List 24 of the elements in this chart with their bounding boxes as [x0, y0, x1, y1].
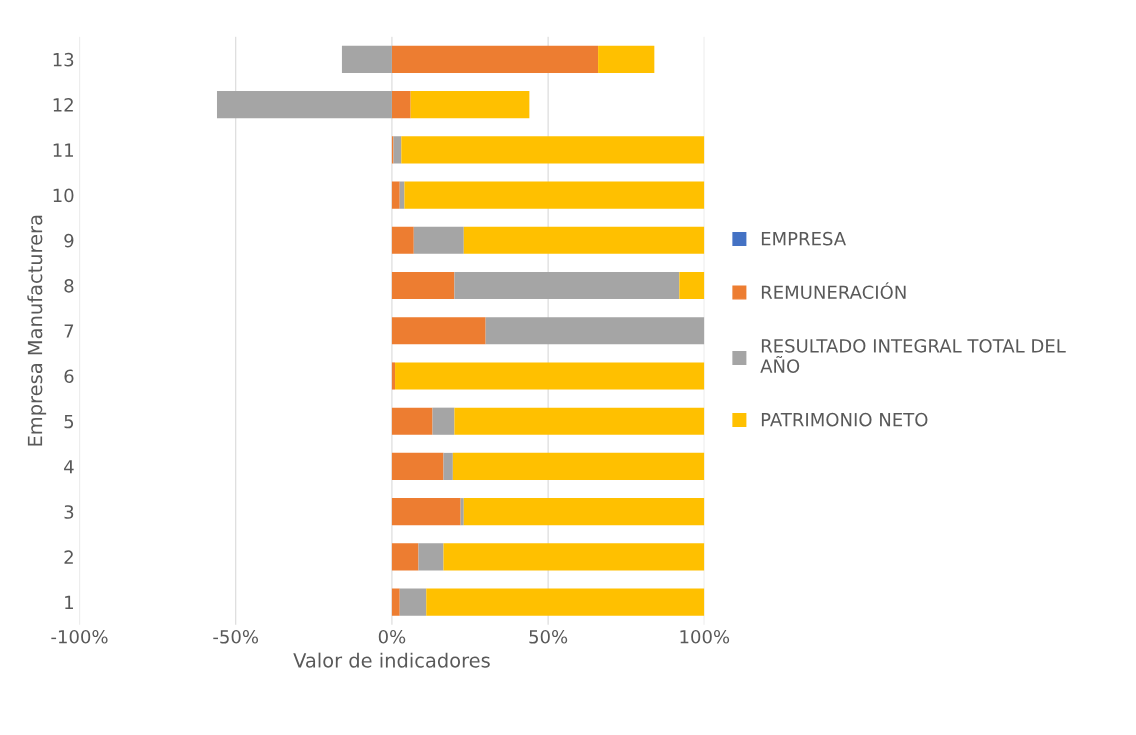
y-tick-label: 7 — [64, 324, 74, 338]
x-tick-label: 0% — [378, 629, 406, 644]
y-tick-label: 5 — [64, 414, 74, 429]
y-tick-label: 8 — [64, 278, 74, 293]
y-tick-label: 9 — [64, 233, 74, 248]
y-tick-label: 13 — [53, 52, 74, 67]
y-tick-label: 1 — [65, 595, 73, 609]
y-tick-label: 12 — [53, 98, 73, 112]
y-tick-label: 4 — [64, 460, 74, 474]
y-tick-label: 3 — [64, 505, 74, 519]
y-axis-title: Empresa Manufacturera — [27, 215, 47, 446]
y-tick-label: 10 — [53, 188, 74, 203]
legend-label: REMUNERACIÓN — [761, 282, 906, 300]
legend-label: RESULTADO INTEGRAL TOTAL DEL AÑO — [760, 339, 1066, 373]
y-tick-label: 6 — [64, 369, 74, 384]
x-tick-label: -100% — [51, 629, 108, 644]
x-tick-label: -50% — [213, 629, 259, 644]
x-tick-label: 100% — [680, 629, 730, 644]
legend-label: PATRIMONIO NETO — [761, 412, 928, 427]
y-tick-label: 11 — [53, 143, 73, 157]
x-tick-label: 50% — [529, 629, 568, 644]
x-axis-title: Valor de indicadores — [293, 652, 490, 668]
y-tick-label: 2 — [64, 550, 73, 564]
legend-label: EMPRESA — [761, 231, 846, 246]
